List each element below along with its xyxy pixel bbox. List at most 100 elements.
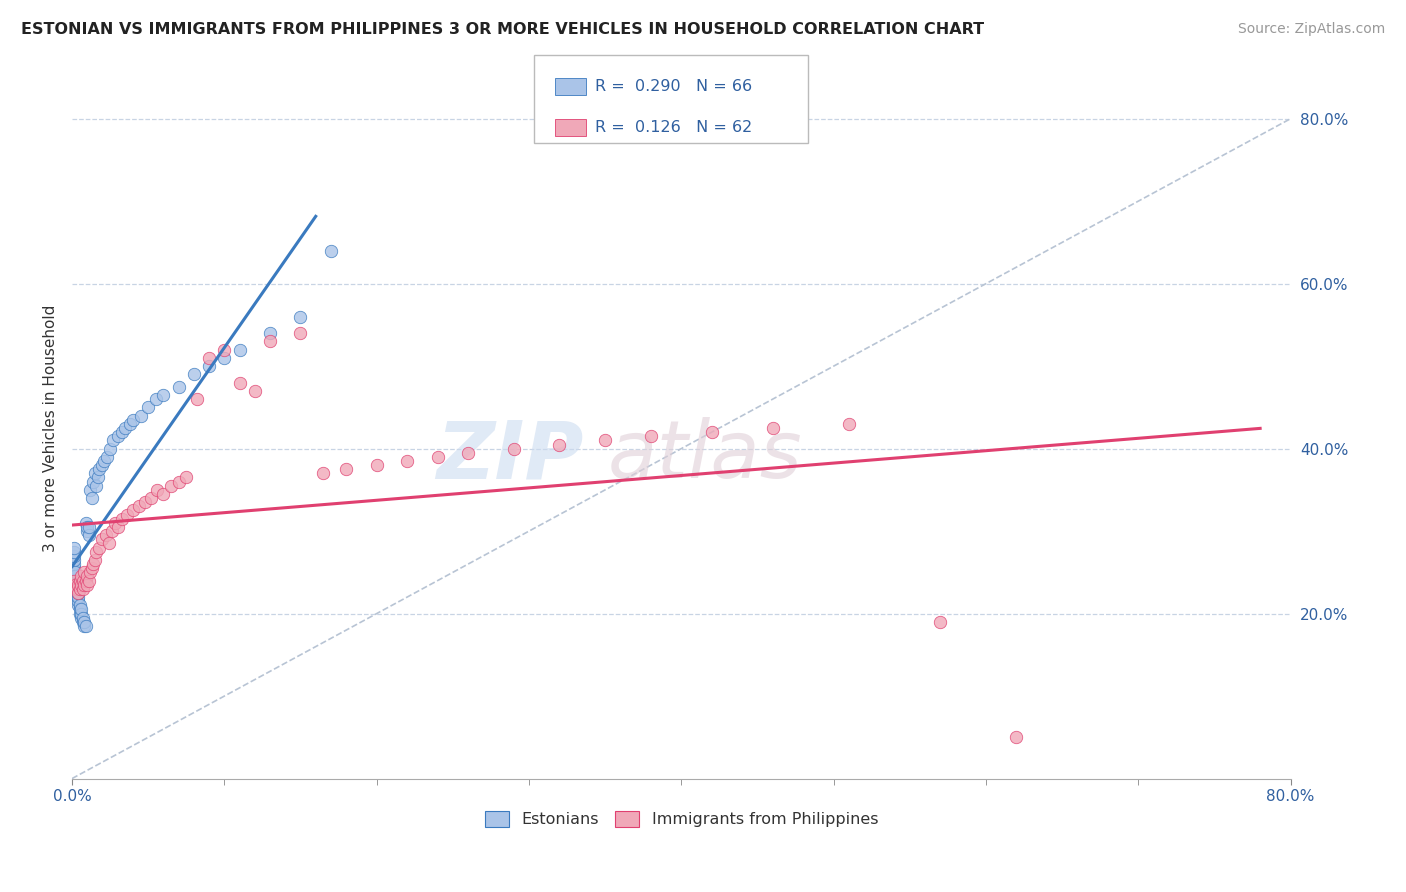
Point: [838, 417, 860, 431]
Point: [86, 545, 108, 559]
Point: [290, 326, 312, 340]
Point: [198, 359, 221, 373]
Point: [228, 376, 250, 390]
Point: [396, 454, 419, 468]
Point: [366, 458, 388, 472]
Point: [640, 429, 662, 443]
Point: [65, 582, 87, 596]
Point: [87, 470, 110, 484]
Point: [65, 578, 87, 592]
Point: [94, 528, 117, 542]
Point: [67, 594, 90, 608]
Point: [111, 512, 134, 526]
Point: [101, 434, 124, 448]
Point: [80, 561, 103, 575]
Point: [214, 351, 236, 365]
Point: [72, 611, 94, 625]
Point: [67, 578, 90, 592]
Point: [76, 569, 98, 583]
Point: [83, 553, 105, 567]
Point: [122, 413, 145, 427]
Point: [129, 409, 152, 423]
Point: [62, 566, 84, 580]
Point: [63, 582, 86, 596]
Point: [502, 442, 524, 456]
Text: ESTONIAN VS IMMIGRANTS FROM PHILIPPINES 3 OR MORE VEHICLES IN HOUSEHOLD CORRELAT: ESTONIAN VS IMMIGRANTS FROM PHILIPPINES …: [21, 22, 984, 37]
Point: [75, 619, 97, 633]
Point: [77, 520, 100, 534]
Point: [700, 425, 723, 439]
Point: [122, 503, 145, 517]
Text: R =  0.290   N = 66: R = 0.290 N = 66: [595, 79, 752, 94]
Point: [65, 586, 87, 600]
Point: [762, 421, 785, 435]
Point: [67, 586, 90, 600]
Text: R =  0.126   N = 62: R = 0.126 N = 62: [595, 120, 752, 135]
Point: [312, 467, 335, 481]
Point: [82, 557, 104, 571]
Point: [100, 524, 122, 538]
Point: [259, 326, 281, 340]
Point: [290, 310, 312, 324]
Point: [198, 351, 221, 365]
Point: [62, 557, 84, 571]
Point: [243, 384, 266, 398]
Point: [76, 520, 98, 534]
Point: [82, 475, 104, 489]
Point: [83, 467, 105, 481]
Point: [72, 574, 94, 588]
Point: [214, 343, 236, 357]
Point: [69, 607, 91, 621]
Point: [335, 462, 357, 476]
Point: [97, 536, 120, 550]
Point: [67, 586, 90, 600]
Point: [73, 566, 96, 580]
Point: [548, 437, 571, 451]
Point: [75, 574, 97, 588]
Point: [70, 578, 93, 592]
Point: [65, 582, 87, 596]
Point: [70, 602, 93, 616]
Point: [593, 434, 616, 448]
Point: [62, 541, 84, 555]
Point: [929, 615, 952, 629]
Point: [134, 495, 156, 509]
Text: atlas: atlas: [609, 417, 803, 495]
Point: [86, 479, 108, 493]
Point: [93, 454, 115, 468]
Point: [96, 450, 118, 464]
Point: [91, 533, 114, 547]
Point: [63, 574, 86, 588]
Point: [115, 508, 138, 522]
Point: [183, 368, 205, 382]
Point: [70, 569, 93, 583]
Point: [107, 429, 129, 443]
Point: [73, 578, 96, 592]
Point: [62, 545, 84, 559]
Point: [89, 462, 111, 476]
Point: [167, 475, 190, 489]
Point: [146, 483, 169, 497]
Point: [69, 602, 91, 616]
Point: [72, 582, 94, 596]
Point: [98, 442, 121, 456]
Point: [1005, 731, 1028, 745]
Point: [160, 479, 183, 493]
Point: [62, 574, 84, 588]
Point: [67, 599, 90, 613]
Point: [152, 487, 174, 501]
Point: [63, 578, 86, 592]
Point: [73, 615, 96, 629]
Text: ZIP: ZIP: [436, 417, 583, 495]
Point: [63, 569, 86, 583]
Point: [70, 611, 93, 625]
Legend: Estonians, Immigrants from Philippines: Estonians, Immigrants from Philippines: [478, 805, 884, 834]
Point: [62, 553, 84, 567]
Point: [62, 569, 84, 583]
Point: [426, 450, 449, 464]
Point: [77, 574, 100, 588]
Point: [141, 491, 163, 505]
Point: [63, 566, 86, 580]
Point: [186, 392, 208, 406]
Point: [128, 500, 150, 514]
